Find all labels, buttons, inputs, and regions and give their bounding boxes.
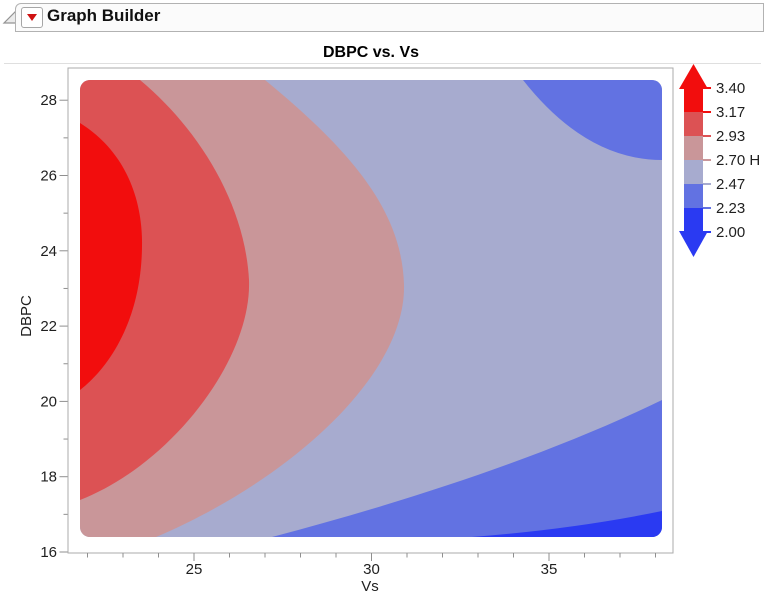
x-axis-label[interactable]: Vs xyxy=(361,578,379,595)
window-title: Graph Builder xyxy=(47,6,161,25)
red-triangle-icon xyxy=(27,14,37,21)
legend-level-label: 3.17 xyxy=(716,104,745,121)
legend-color-segment[interactable] xyxy=(684,160,703,184)
legend-arrow-down-icon xyxy=(679,231,708,257)
y-tick-label: 18 xyxy=(40,469,57,486)
legend-level-label: 2.47 xyxy=(716,176,745,193)
x-tick-label: 35 xyxy=(541,561,558,578)
legend-color-scale[interactable]: 3.40 3.17 2.93 2.70 H 2.47 2.23 2.00 xyxy=(679,64,760,257)
y-tick-label: 22 xyxy=(40,318,57,335)
x-tick-label: 30 xyxy=(363,561,380,578)
chart-title: DBPC vs. Vs xyxy=(323,44,419,61)
contour-band-3.17-3.40 xyxy=(80,123,143,390)
y-tick-label: 20 xyxy=(40,393,57,410)
y-tick-label: 16 xyxy=(40,544,57,561)
contour-bands[interactable] xyxy=(80,80,662,537)
legend-level-label: 2.23 xyxy=(716,200,745,217)
y-axis[interactable]: 28 26 24 22 20 18 16 xyxy=(40,92,68,561)
y-axis-label[interactable]: DBPC xyxy=(18,295,35,337)
legend-color-segment[interactable] xyxy=(684,184,703,208)
y-tick-label: 28 xyxy=(40,92,57,109)
legend-level-label: 3.40 xyxy=(716,80,745,97)
contour-band-2.23-2.47-bottom-right xyxy=(272,400,662,537)
y-tick-label: 26 xyxy=(40,168,57,185)
plot-frame xyxy=(67,67,674,554)
legend-level-label: 2.93 xyxy=(716,128,745,145)
x-tick-label: 25 xyxy=(186,561,203,578)
legend-color-segment[interactable] xyxy=(684,136,703,160)
legend-level-label: 2.00 xyxy=(716,224,745,241)
x-axis[interactable]: 25 30 35 xyxy=(87,553,656,578)
header-bar xyxy=(15,3,764,32)
legend-arrow-up-icon xyxy=(679,64,708,89)
contour-band-2.23-2.47-top-right xyxy=(523,80,662,160)
contour-band-2.00-2.23 xyxy=(472,511,662,537)
legend-color-segment[interactable] xyxy=(684,88,703,112)
legend-color-segment[interactable] xyxy=(684,112,703,136)
legend-level-label: 2.70 H xyxy=(716,152,760,169)
y-tick-label: 24 xyxy=(40,243,57,260)
legend-color-segment[interactable] xyxy=(684,208,703,232)
red-triangle-menu-button[interactable] xyxy=(21,7,43,28)
